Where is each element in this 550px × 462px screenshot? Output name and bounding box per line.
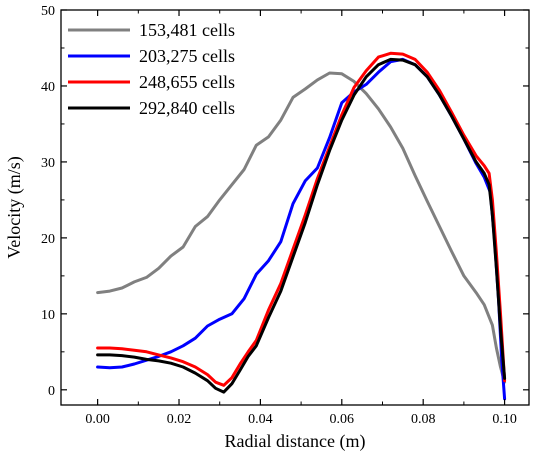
series-line-3 (96, 51, 507, 387)
series-line-1 (96, 71, 507, 384)
y-tick-label: 10 (41, 308, 55, 323)
y-tick-label: 20 (41, 232, 55, 247)
legend-label-2: 203,275 cells (139, 46, 235, 66)
legend-label-4: 292,840 cells (139, 98, 235, 118)
x-axis-title: Radial distance (m) (225, 431, 366, 452)
legend-label-3: 248,655 cells (139, 72, 235, 92)
series-line-4 (96, 57, 507, 394)
x-tick-label: 0.00 (85, 412, 110, 427)
legend-label-1: 153,481 cells (139, 20, 235, 40)
x-tick-label: 0.10 (492, 412, 517, 427)
y-tick-label: 0 (48, 384, 55, 399)
y-axis-title: Velocity (m/s) (4, 156, 25, 258)
x-tick-label: 0.06 (330, 412, 355, 427)
y-tick-label: 50 (41, 4, 55, 19)
y-tick-label: 30 (41, 156, 55, 171)
x-tick-label: 0.04 (248, 412, 273, 427)
ticks-layer: 0.00 0.02 0.04 0.06 0.08 0.10 0 10 20 30 40 50 (41, 4, 529, 427)
plot-frame (60, 9, 530, 406)
x-tick-label: 0.08 (411, 412, 436, 427)
x-tick-label: 0.02 (167, 412, 192, 427)
legend: 153,481 cells 203,275 cells 248,655 cells 2… (68, 20, 235, 118)
series-layer (96, 51, 507, 401)
y-tick-label: 40 (41, 80, 55, 95)
